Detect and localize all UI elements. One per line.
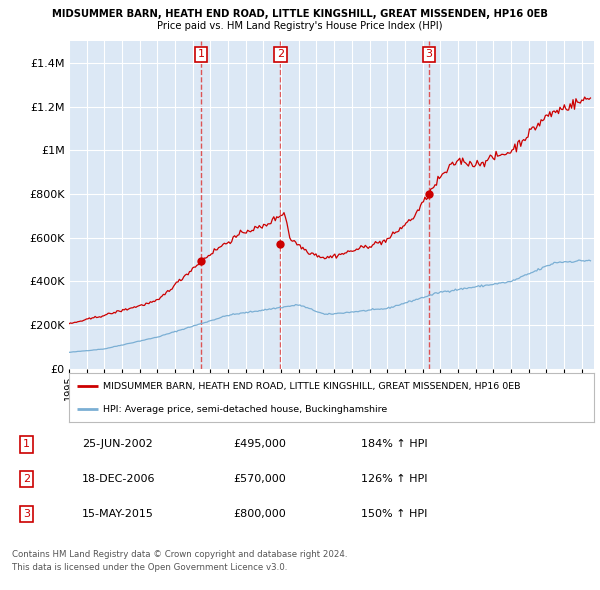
Text: MIDSUMMER BARN, HEATH END ROAD, LITTLE KINGSHILL, GREAT MISSENDEN, HP16 0EB: MIDSUMMER BARN, HEATH END ROAD, LITTLE K…	[52, 9, 548, 19]
Text: Contains HM Land Registry data © Crown copyright and database right 2024.: Contains HM Land Registry data © Crown c…	[12, 550, 347, 559]
Text: 25-JUN-2002: 25-JUN-2002	[82, 440, 152, 450]
Text: 1: 1	[23, 440, 30, 450]
Text: Price paid vs. HM Land Registry's House Price Index (HPI): Price paid vs. HM Land Registry's House …	[157, 21, 443, 31]
Text: MIDSUMMER BARN, HEATH END ROAD, LITTLE KINGSHILL, GREAT MISSENDEN, HP16 0EB: MIDSUMMER BARN, HEATH END ROAD, LITTLE K…	[103, 382, 521, 391]
Text: 2: 2	[23, 474, 30, 484]
Text: 3: 3	[23, 509, 30, 519]
Text: This data is licensed under the Open Government Licence v3.0.: This data is licensed under the Open Gov…	[12, 563, 287, 572]
Text: HPI: Average price, semi-detached house, Buckinghamshire: HPI: Average price, semi-detached house,…	[103, 405, 388, 414]
Text: 18-DEC-2006: 18-DEC-2006	[82, 474, 155, 484]
Text: 1: 1	[198, 50, 205, 60]
Text: 15-MAY-2015: 15-MAY-2015	[82, 509, 154, 519]
Text: 126% ↑ HPI: 126% ↑ HPI	[361, 474, 428, 484]
Text: £800,000: £800,000	[233, 509, 286, 519]
Text: 3: 3	[425, 50, 433, 60]
Text: 184% ↑ HPI: 184% ↑ HPI	[361, 440, 428, 450]
Text: £570,000: £570,000	[233, 474, 286, 484]
Text: 150% ↑ HPI: 150% ↑ HPI	[361, 509, 428, 519]
Text: £495,000: £495,000	[233, 440, 286, 450]
Text: 2: 2	[277, 50, 284, 60]
